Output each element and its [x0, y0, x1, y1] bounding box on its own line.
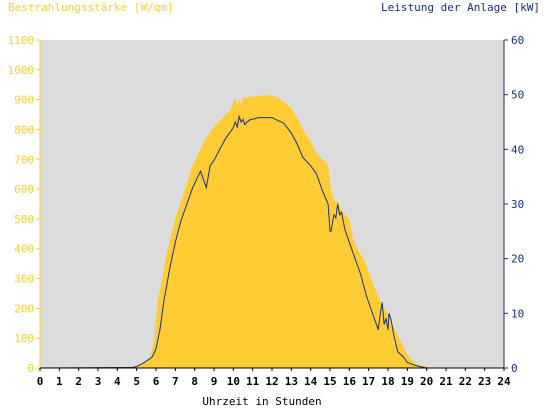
right-axis-title: Leistung der Anlage [kW] [381, 1, 540, 14]
x-tick-label: 3 [95, 375, 102, 388]
x-tick-label: 17 [362, 375, 375, 388]
x-tick-label: 24 [497, 375, 511, 388]
x-tick-label: 0 [37, 375, 44, 388]
x-tick-label: 9 [211, 375, 218, 388]
y-right-tick-label: 0 [511, 362, 518, 375]
y-right-tick-label: 60 [511, 34, 524, 47]
x-tick-label: 15 [323, 375, 336, 388]
x-tick-label: 18 [381, 375, 394, 388]
y-left-tick-label: 100 [14, 332, 34, 345]
series-layer [39, 95, 504, 369]
y-right-tick-label: 50 [511, 89, 524, 102]
x-tick-label: 16 [343, 375, 357, 388]
y-left-tick-label: 0 [27, 362, 34, 375]
y-right-tick-label: 10 [511, 307, 524, 320]
x-tick-label: 6 [153, 375, 160, 388]
y-right-tick-label: 40 [511, 143, 524, 156]
x-tick-label: 5 [133, 375, 140, 388]
y-left-tick-label: 800 [14, 123, 34, 136]
x-tick-label: 1 [56, 375, 63, 388]
x-tick-label: 2 [75, 375, 82, 388]
x-tick-label: 21 [439, 375, 453, 388]
y-left-tick-label: 700 [14, 153, 34, 166]
x-tick-label: 4 [114, 375, 121, 388]
y-left-tick-label: 1100 [8, 34, 35, 47]
x-tick-label: 13 [285, 375, 298, 388]
x-tick-label: 12 [265, 375, 278, 388]
x-tick-label: 23 [478, 375, 491, 388]
y-left-tick-label: 900 [14, 94, 34, 107]
y-left-tick-label: 200 [14, 302, 34, 315]
irradiance-area [40, 95, 504, 368]
left-axis-title: Bestrahlungsstärke [W/qm] [8, 1, 174, 14]
y-right-tick-label: 30 [511, 198, 524, 211]
x-tick-label: 8 [191, 375, 198, 388]
x-tick-label: 20 [420, 375, 433, 388]
x-tick-label: 19 [401, 375, 414, 388]
y-left-tick-label: 300 [14, 273, 34, 286]
x-axis-title: Uhrzeit in Stunden [202, 395, 321, 408]
y-right-tick-label: 20 [511, 253, 524, 266]
axes-layer: 0100200300400500600700800900100011000102… [8, 34, 525, 388]
x-tick-label: 22 [459, 375, 472, 388]
y-left-tick-label: 500 [14, 213, 34, 226]
power-line [39, 114, 504, 369]
x-tick-label: 11 [246, 375, 260, 388]
x-tick-label: 10 [227, 375, 240, 388]
y-left-tick-label: 1000 [8, 64, 35, 77]
y-left-tick-label: 600 [14, 183, 34, 196]
x-tick-label: 7 [172, 375, 179, 388]
y-left-tick-label: 400 [14, 243, 34, 256]
x-tick-label: 14 [304, 375, 318, 388]
